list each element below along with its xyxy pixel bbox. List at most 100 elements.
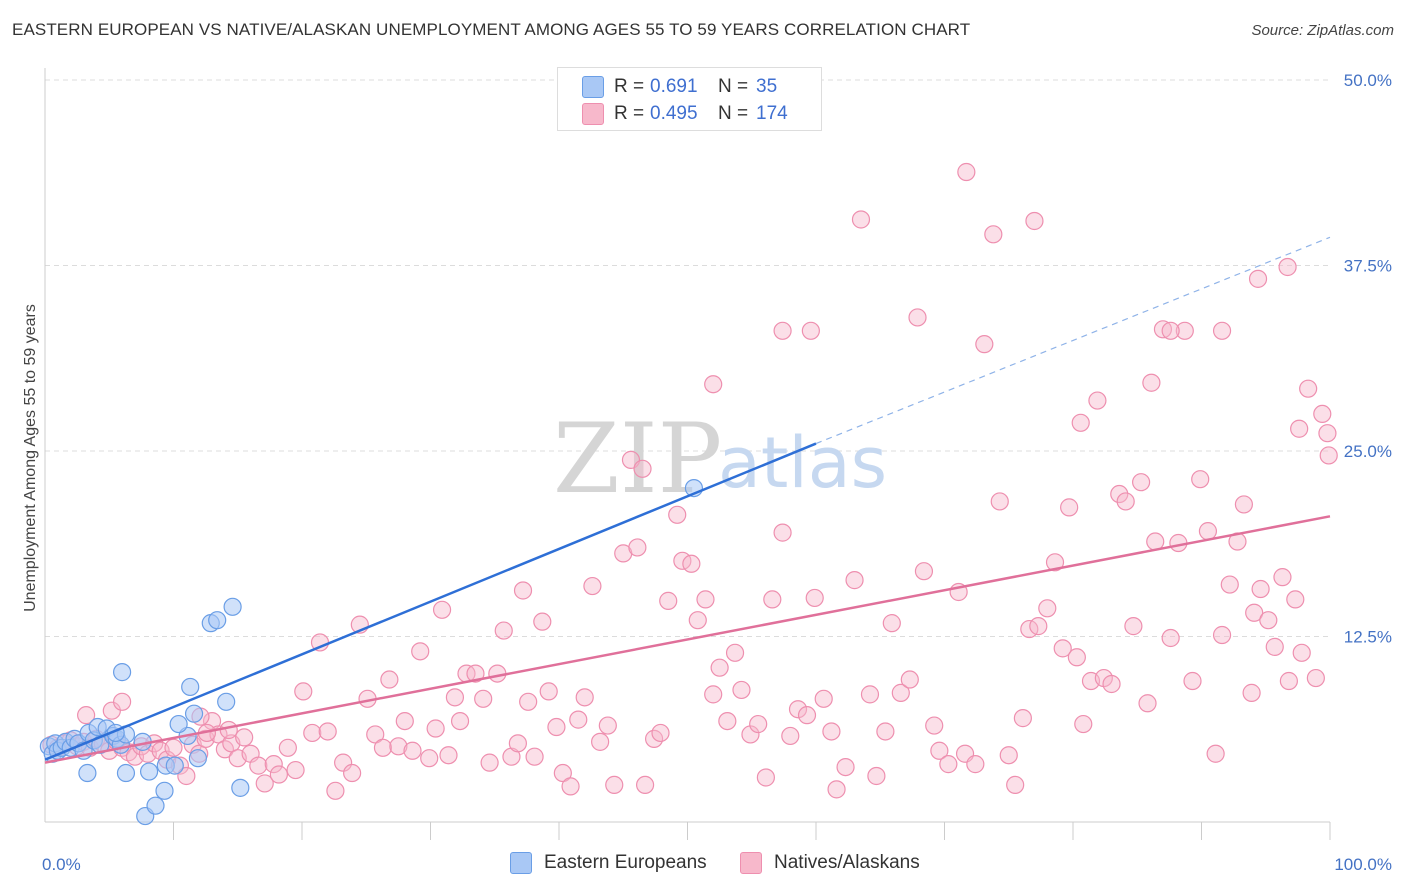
tick-labels: 12.5% 25.0% 37.5% 50.0% 0.0% 100.0% xyxy=(42,71,1392,874)
natives-alaskans-point xyxy=(249,756,268,775)
natives-alaskans-point xyxy=(303,723,322,743)
legend-swatch-blue xyxy=(582,76,604,98)
eastern-europeans-point xyxy=(155,781,174,800)
natives-alaskans-point xyxy=(990,492,1009,511)
natives-alaskans-point xyxy=(1234,495,1254,514)
eastern-europeans-point xyxy=(78,763,97,783)
eastern-europeans-point xyxy=(208,611,227,630)
natives-alaskans-point xyxy=(513,581,533,600)
natives-alaskans-point xyxy=(598,716,617,735)
natives-alaskans-point xyxy=(1248,269,1268,288)
natives-alaskans-point xyxy=(1245,603,1264,622)
natives-alaskans-point xyxy=(710,658,729,677)
natives-alaskans-point xyxy=(583,576,602,596)
natives-alaskans-point xyxy=(1313,404,1332,423)
legend-r-label: R = xyxy=(614,76,645,97)
natives-alaskans-point xyxy=(1265,637,1284,656)
natives-alaskans-point xyxy=(426,719,445,738)
eastern-europeans-point xyxy=(181,677,200,697)
natives-alaskans-point xyxy=(1142,373,1161,392)
legend-swatch-pink xyxy=(582,103,604,125)
legend-row-eastern-europeans: R = 0.691 N = 35 xyxy=(582,75,777,99)
natives-alaskans-point xyxy=(450,711,470,731)
natives-alaskans-point xyxy=(255,774,274,793)
natives-alaskans-point xyxy=(533,612,552,631)
natives-alaskans-point xyxy=(822,722,841,741)
eastern-europeans-trend-extension xyxy=(815,236,1331,445)
natives-alaskans-point xyxy=(575,688,594,707)
natives-alaskans-point xyxy=(177,766,196,786)
natives-alaskans-point xyxy=(508,734,527,753)
eastern-europeans-point xyxy=(139,762,159,781)
natives-alaskans-point xyxy=(668,505,687,524)
natives-alaskans-point xyxy=(651,723,670,743)
natives-alaskans-point xyxy=(930,741,949,760)
natives-alaskans-point xyxy=(1242,683,1261,702)
natives-alaskans-point xyxy=(635,775,655,795)
natives-alaskans-point xyxy=(704,685,723,704)
natives-alaskans-point xyxy=(773,321,792,340)
natives-alaskans-point xyxy=(814,689,833,708)
legend-r-label: R = xyxy=(614,103,645,124)
x-tick-label: 100.0% xyxy=(1334,855,1392,874)
natives-alaskans-point xyxy=(1060,498,1079,517)
eastern-europeans-point xyxy=(116,763,136,783)
natives-alaskans-point xyxy=(1088,391,1107,410)
natives-alaskans-trend-line xyxy=(44,515,1331,764)
natives-alaskans-point xyxy=(480,753,499,772)
eastern-europeans-point xyxy=(146,796,165,815)
natives-alaskans-point xyxy=(805,588,824,608)
natives-alaskans-point xyxy=(788,700,808,719)
natives-alaskans-point xyxy=(164,738,183,757)
natives-alaskans-point xyxy=(1292,643,1311,662)
natives-alaskans-point xyxy=(704,375,723,394)
natives-alaskans-point xyxy=(519,692,538,711)
natives-alaskans-point xyxy=(1110,484,1129,504)
eastern-europeans-point xyxy=(169,714,188,734)
natives-alaskans-point xyxy=(112,692,132,711)
natives-alaskans-point xyxy=(474,689,493,708)
natives-alaskans-point xyxy=(1318,424,1337,443)
legend-n-label: N = xyxy=(718,103,749,124)
natives-alaskans-point xyxy=(1067,648,1086,667)
natives-alaskans-point xyxy=(403,741,422,760)
natives-alaskans-point xyxy=(1025,211,1044,231)
natives-alaskans-point xyxy=(380,670,399,689)
natives-alaskans-point xyxy=(891,683,910,702)
natives-alaskans-point xyxy=(439,746,458,765)
eastern-europeans-point xyxy=(217,692,236,711)
source-credit: Source: ZipAtlas.com xyxy=(1251,22,1394,39)
x-tick-label: 0.0% xyxy=(42,855,81,874)
y-tick-label: 50.0% xyxy=(1344,71,1392,90)
natives-alaskans-point xyxy=(900,670,919,689)
legend-n-value: 35 xyxy=(756,76,778,97)
natives-alaskans-point xyxy=(1286,590,1305,609)
natives-alaskans-point xyxy=(466,664,485,683)
natives-alaskans-point xyxy=(725,643,745,662)
series-legend: Eastern Europeans Natives/Alaskans xyxy=(0,852,1406,878)
natives-alaskans-point xyxy=(882,614,901,633)
natives-alaskans-point xyxy=(966,755,985,774)
natives-alaskans-point xyxy=(1029,617,1048,636)
natives-alaskans-point xyxy=(781,726,800,746)
natives-alaskans-point xyxy=(1038,599,1057,618)
natives-alaskans-point xyxy=(628,538,647,557)
natives-alaskans-point xyxy=(591,732,610,751)
natives-alaskans-point xyxy=(1279,671,1298,691)
eastern-europeans-point xyxy=(184,704,204,723)
natives-alaskans-point xyxy=(395,711,414,731)
natives-alaskans-point xyxy=(1161,628,1180,648)
natives-alaskans-point xyxy=(999,746,1018,765)
watermark-atlas: atlas xyxy=(718,422,887,504)
natives-alaskans-point xyxy=(773,523,792,542)
natives-alaskans-point xyxy=(682,554,701,573)
natives-alaskans-point xyxy=(1116,492,1135,511)
natives-alaskans-point xyxy=(836,757,855,777)
watermark: ZIP atlas xyxy=(553,403,887,515)
series-legend-natives-alaskans: Natives/Alaskans xyxy=(740,852,920,874)
trend-lines xyxy=(44,236,1331,764)
natives-alaskans-point xyxy=(219,720,238,740)
natives-alaskans-point xyxy=(1278,257,1297,277)
eastern-europeans-trend-line xyxy=(44,442,817,761)
legend-row-natives-alaskans: R = 0.495 N = 174 xyxy=(582,102,788,126)
